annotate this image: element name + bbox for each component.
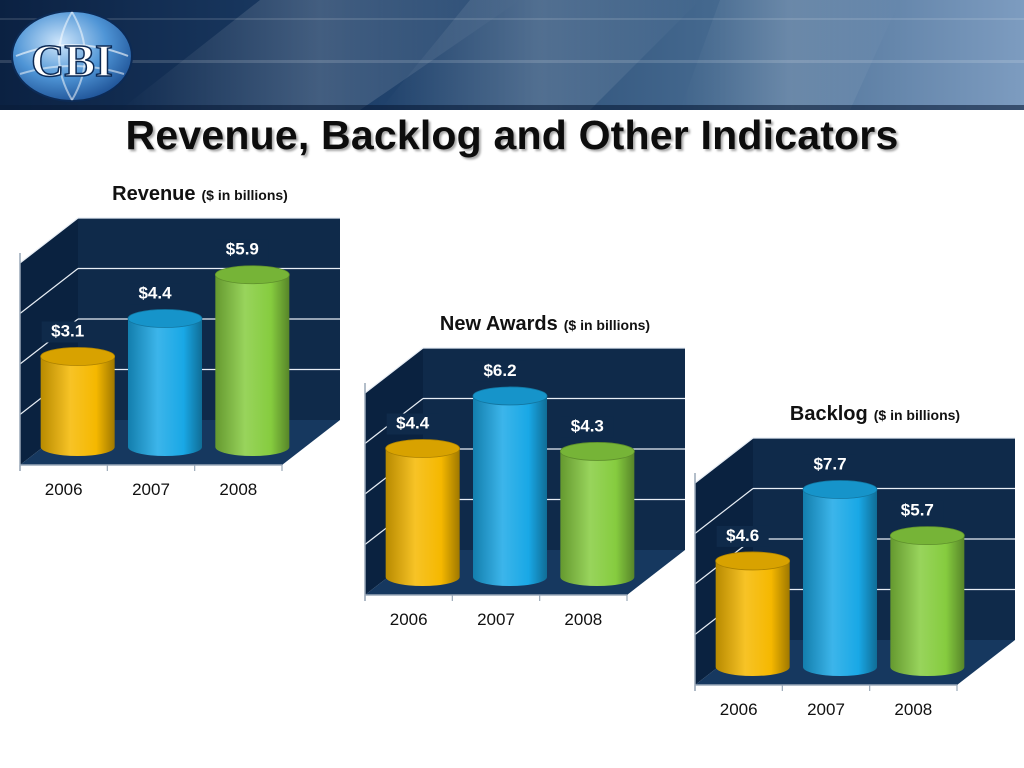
backlog-bar-body <box>890 535 965 676</box>
new-awards-chart: New Awards ($ in billions) $4.4 2006 $6.2 200… <box>345 310 705 650</box>
new-awards-bar-2006 <box>385 439 461 586</box>
revenue-bar-body <box>215 274 290 456</box>
new-awards-bar-2007 <box>472 386 548 586</box>
backlog-chart-title: Backlog ($ in billions) <box>790 403 960 425</box>
backlog-title-subtitle: ($ in billions) <box>874 407 960 423</box>
backlog-category-label: 2007 <box>807 700 845 719</box>
backlog-value-label: $5.7 <box>901 501 934 520</box>
new-awards-category-label: 2008 <box>564 610 602 629</box>
backlog-value-label-bg <box>716 525 769 547</box>
revenue-bar-top <box>40 347 116 366</box>
new-awards-bar-body <box>385 448 460 586</box>
backlog-bar-top <box>715 551 791 571</box>
new-awards-bar-2008 <box>559 442 635 586</box>
page-title: Revenue, Backlog and Other Indicators <box>125 112 899 158</box>
revenue-category-label: 2007 <box>132 480 170 499</box>
new-awards-bar-top <box>559 442 635 461</box>
new-awards-value-label: $4.4 <box>396 414 430 433</box>
cbi-logo: CBI <box>11 10 133 102</box>
revenue-category-label: 2008 <box>219 480 257 499</box>
revenue-chart-svg: Revenue ($ in billions) $3.1 2006 $4.4 2007 $5… <box>19 183 340 499</box>
backlog-category-label: 2006 <box>720 700 758 719</box>
new-awards-category-label: 2006 <box>390 610 428 629</box>
revenue-title-main: Revenue <box>112 183 195 205</box>
new-awards-chart-svg: New Awards ($ in billions) $4.4 2006 $6.2 200… <box>364 313 685 629</box>
backlog-bar-2008 <box>889 526 965 676</box>
new-awards-value-label-bg <box>386 413 439 435</box>
revenue-bar-top <box>127 309 203 328</box>
backlog-bar-2006 <box>715 551 791 676</box>
backlog-value-label: $7.7 <box>813 454 846 473</box>
backlog-value-label-bg <box>804 454 856 476</box>
backlog-category-label: 2008 <box>894 700 932 719</box>
revenue-title-subtitle: ($ in billions) <box>202 187 288 203</box>
new-awards-value-label-bg <box>561 416 614 438</box>
revenue-gridline-side <box>19 217 79 264</box>
revenue-value-label-bg <box>41 321 94 343</box>
revenue-category-label: 2006 <box>45 480 83 499</box>
backlog-chart: Backlog ($ in billions) $4.6 2006 $7.7 2007 $5… <box>675 400 1024 740</box>
revenue-chart: Revenue ($ in billions) $3.1 2006 $4.4 2007 $5… <box>0 180 360 520</box>
revenue-value-label: $3.1 <box>51 321 84 340</box>
revenue-bar-2008 <box>214 265 290 456</box>
new-awards-bar-body <box>560 451 635 586</box>
header-banner: CBI <box>0 0 1024 110</box>
backlog-value-label-bg <box>891 500 944 522</box>
logo-text: CBI <box>31 35 113 86</box>
new-awards-value-label: $4.3 <box>571 416 604 435</box>
new-awards-chart-title: New Awards ($ in billions) <box>440 313 650 335</box>
new-awards-gridline-side <box>364 347 424 394</box>
revenue-bar-2006 <box>40 347 116 456</box>
backlog-title-main: Backlog <box>790 403 868 425</box>
backlog-bar-top <box>802 480 878 499</box>
backlog-gridline-side <box>694 488 754 534</box>
revenue-bar-2007 <box>127 309 203 456</box>
revenue-value-label-bg <box>216 239 269 261</box>
revenue-value-label-bg <box>129 283 181 305</box>
new-awards-bar-top <box>472 386 548 406</box>
revenue-chart-title: Revenue ($ in billions) <box>112 183 288 205</box>
revenue-value-label: $5.9 <box>226 240 259 259</box>
backlog-gridline-side <box>694 437 754 484</box>
backlog-bar-body <box>803 489 877 676</box>
backlog-value-label: $4.6 <box>726 526 759 545</box>
revenue-bar-body <box>128 318 202 456</box>
new-awards-title-subtitle: ($ in billions) <box>564 317 650 333</box>
backlog-bar-2007 <box>802 480 878 676</box>
revenue-value-label: $4.4 <box>138 284 172 303</box>
revenue-bar-body <box>40 356 115 456</box>
new-awards-bar-body <box>473 395 547 586</box>
new-awards-value-label-bg <box>474 360 526 382</box>
banner-graphic <box>0 0 1024 110</box>
new-awards-category-label: 2007 <box>477 610 515 629</box>
backlog-bar-top <box>889 526 965 546</box>
new-awards-title-main: New Awards <box>440 313 558 335</box>
revenue-gridline-side <box>19 268 79 314</box>
backlog-bar-body <box>715 560 790 676</box>
new-awards-bar-top <box>385 439 461 458</box>
revenue-bar-top <box>214 265 290 285</box>
new-awards-value-label: $6.2 <box>483 361 516 380</box>
backlog-chart-svg: Backlog ($ in billions) $4.6 2006 $7.7 2007 $5… <box>694 403 1015 719</box>
